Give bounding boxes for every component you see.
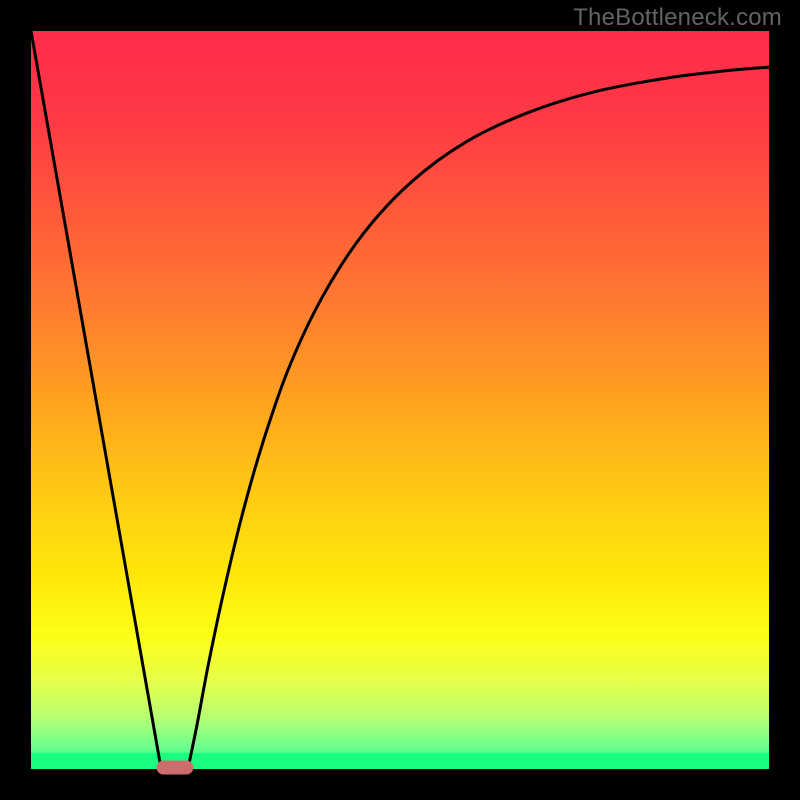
green-band [31,753,769,769]
bottleneck-chart [0,0,800,800]
chart-container: TheBottleneck.com [0,0,800,800]
watermark-text: TheBottleneck.com [573,4,782,32]
optimal-marker [156,761,193,775]
